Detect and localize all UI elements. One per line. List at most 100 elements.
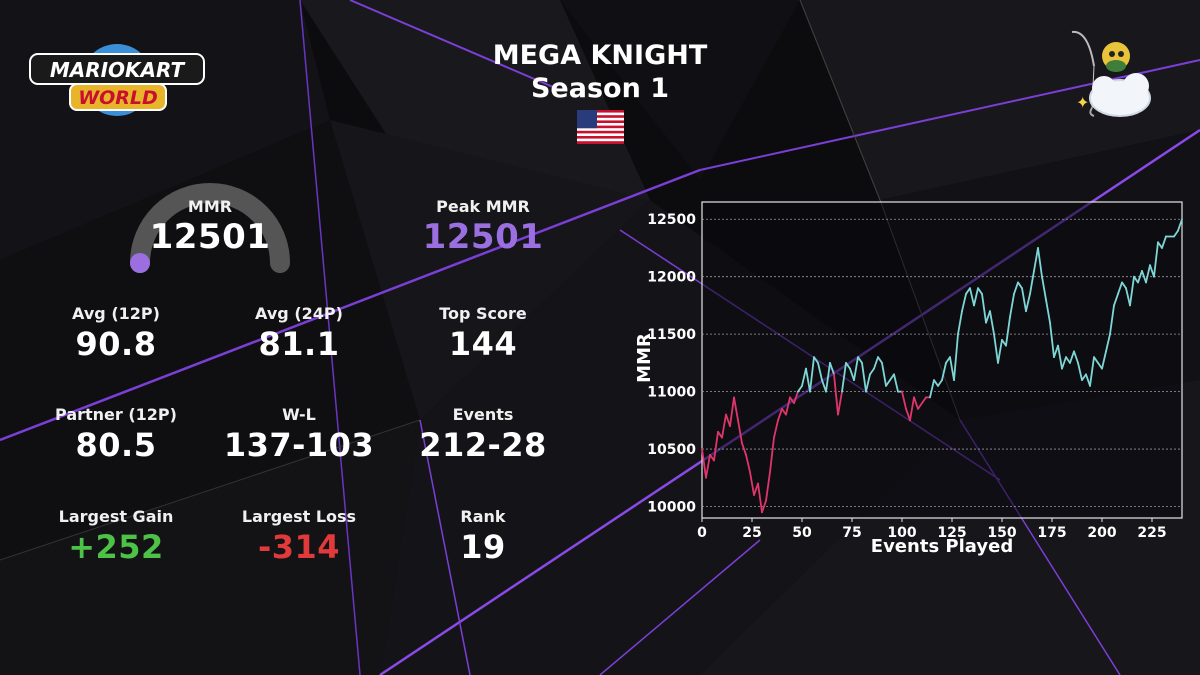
mmr-line-segment	[1125, 287, 1131, 307]
gauge-track	[130, 183, 290, 273]
stat-label: Rank	[460, 507, 506, 526]
stat-events: Events 212-28	[383, 405, 583, 465]
mmr-line-segment	[825, 361, 831, 393]
mmr-line-segment	[957, 310, 963, 336]
mmr-line-segment	[865, 373, 871, 393]
mmr-line-segment	[849, 367, 855, 382]
stat-largest-loss: Largest Loss -314	[199, 507, 399, 567]
mmr-line-segment	[997, 338, 1003, 364]
mmr-history-chart: 10000 10500 11000 11500 12000 12500 0 25 50 75 100…	[634, 201, 1183, 557]
mmr-line-segment	[917, 402, 923, 410]
x-tick-label: 25	[742, 525, 761, 541]
mmr-line-segment	[797, 384, 803, 393]
mmr-line-segment	[969, 287, 975, 307]
mmr-line-segment	[1093, 356, 1099, 364]
mmr-line-segment	[1109, 304, 1115, 336]
mmr-line-segment	[937, 379, 943, 387]
season-label: Season 1	[530, 73, 669, 104]
mmr-line-segment	[713, 430, 719, 462]
plot-area	[701, 201, 1183, 519]
mmr-line-segment	[913, 396, 919, 410]
mmr-line-segment	[929, 379, 935, 399]
mmr-line-segment	[1137, 270, 1143, 284]
mmr-line-segment	[725, 413, 731, 427]
mmr-line-segment	[1057, 344, 1063, 370]
mmr-line-segment	[1173, 229, 1179, 238]
mmr-line-segment	[881, 361, 887, 387]
mmr-line-segment	[885, 379, 891, 387]
mmr-line-segment	[741, 442, 747, 456]
mmr-line-segment	[905, 407, 911, 422]
stat-value: 144	[448, 325, 518, 363]
stat-label: W-L	[282, 405, 316, 424]
mmr-line-segment	[1101, 350, 1107, 370]
mmr-line-segment	[729, 396, 735, 427]
stat-value: +252	[68, 528, 164, 566]
mmr-line-segment	[753, 482, 759, 496]
lakitu-cloud-icon: ✦	[1071, 30, 1151, 117]
mmr-line-segment	[1089, 356, 1095, 387]
mmr-line-segment	[1021, 287, 1027, 313]
x-tick-label: 100	[887, 525, 916, 541]
mmr-line-segment	[1025, 293, 1031, 313]
mmr-line-segment	[853, 356, 859, 382]
mmr-line-segment	[949, 356, 955, 382]
mmr-line-segment	[1013, 281, 1019, 295]
stat-value: 212-28	[419, 426, 547, 464]
mmr-line-segment	[977, 287, 983, 295]
us-flag-icon	[577, 110, 624, 144]
mmr-line-segment	[893, 373, 899, 393]
mmr-line-segment	[901, 390, 907, 410]
stat-value: 137-103	[223, 426, 375, 464]
mmr-line-segment	[1177, 218, 1183, 232]
stat-avg-24p: Avg (24P) 81.1	[199, 304, 399, 364]
x-tick-label: 150	[987, 525, 1016, 541]
x-tick-label: 200	[1087, 525, 1116, 541]
gauge-indicator	[130, 253, 150, 273]
mmr-line-segment	[1157, 241, 1163, 249]
mmr-line-segment	[749, 471, 755, 496]
stat-label: Top Score	[439, 304, 527, 323]
mmr-line-segment	[1077, 361, 1083, 382]
mmr-line-segment	[993, 333, 999, 364]
stat-label: Avg (24P)	[255, 304, 343, 323]
stat-value: 90.8	[75, 325, 157, 363]
mmr-line-segment	[757, 482, 763, 514]
stat-value: 12501	[422, 217, 544, 257]
mmr-line-segment	[857, 356, 863, 364]
mmr-line-segment	[989, 310, 995, 336]
mmr-line-segment	[761, 499, 767, 514]
mmr-line-segment	[805, 367, 811, 393]
y-tick-label: 11500	[647, 327, 696, 343]
mmr-line-segment	[985, 310, 991, 324]
mmr-line-segment	[1113, 293, 1119, 307]
logo-text-bottom: WORLD	[78, 87, 158, 109]
mmr-line-segment	[1009, 293, 1015, 318]
mmr-line-segment	[745, 453, 751, 473]
mmr-line-segment	[1045, 298, 1051, 324]
stat-label: Partner (12P)	[55, 405, 177, 424]
y-tick-label: 12500	[647, 212, 696, 228]
x-axis-label: Events Played	[871, 536, 1013, 557]
mmr-line-segment	[873, 356, 879, 370]
mmr-line-segment	[789, 396, 795, 404]
mmr-line-segment	[705, 453, 711, 479]
stat-label: Peak MMR	[436, 197, 530, 216]
mmr-gauge	[130, 183, 290, 273]
stat-label: Events	[452, 405, 514, 424]
mmr-line-segment	[1041, 275, 1047, 301]
mmr-line-segment	[1121, 281, 1127, 290]
stat-top-score: Top Score 144	[383, 304, 583, 364]
mmr-line-segment	[1117, 281, 1123, 295]
logo-text-top: MARIOKART	[50, 58, 186, 82]
stat-value: -314	[257, 528, 341, 566]
header: MEGA KNIGHT Season 1	[400, 40, 800, 106]
mmr-line-segment	[941, 361, 947, 382]
y-axis-label: MMR	[634, 333, 655, 383]
x-tick-label: 50	[792, 525, 812, 541]
y-tick-label: 12000	[647, 270, 696, 286]
mmr-line-segment	[769, 436, 775, 473]
mmr-line-segment	[1105, 333, 1111, 353]
x-tick-label: 225	[1137, 525, 1166, 541]
